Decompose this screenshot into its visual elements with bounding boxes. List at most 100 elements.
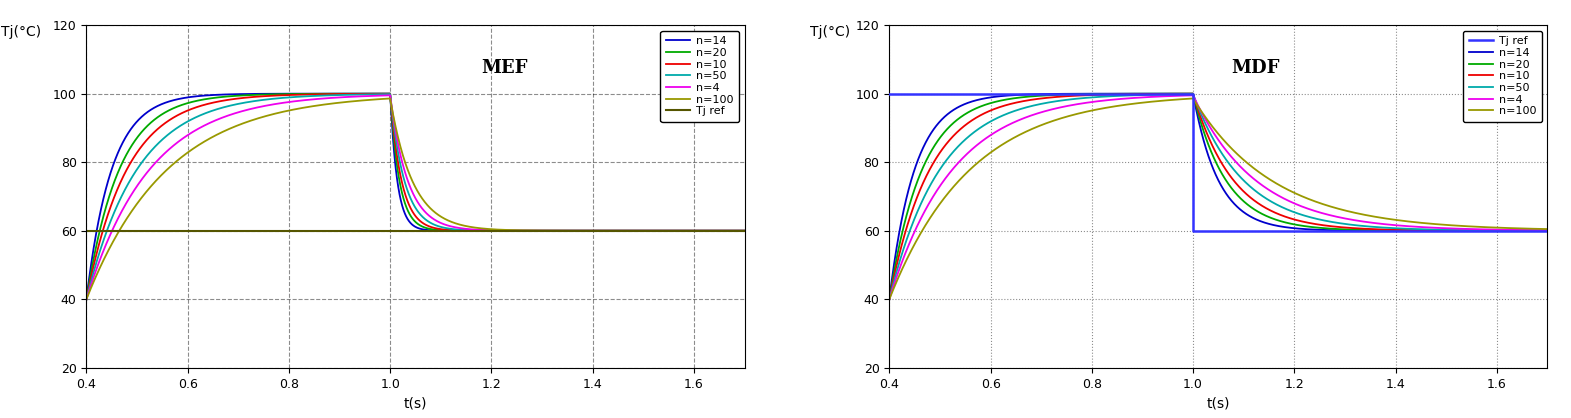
- n=4: [1161, 94, 1180, 99]
- n=20: [880, 297, 899, 302]
- n=50: [192, 113, 211, 118]
- Line: n=14: n=14: [889, 94, 1547, 299]
- Tj ref: [1183, 91, 1202, 96]
- n=10: [1183, 91, 1202, 96]
- n=10: [152, 123, 171, 128]
- n=14: [380, 91, 399, 96]
- n=50: [1455, 227, 1474, 232]
- n=10: [735, 228, 754, 233]
- n=14: [1455, 228, 1474, 233]
- n=50: [880, 297, 899, 302]
- n=20: [723, 228, 742, 233]
- n=50: [1183, 92, 1202, 97]
- n=10: [994, 103, 1013, 108]
- n=4: [880, 297, 899, 302]
- n=50: [652, 228, 671, 233]
- n=100: [1455, 224, 1474, 229]
- n=4: [1183, 93, 1202, 98]
- n=20: [1161, 91, 1180, 96]
- Y-axis label: Tj(°C): Tj(°C): [0, 25, 41, 39]
- Y-axis label: Tj(°C): Tj(°C): [811, 25, 850, 39]
- n=50: [330, 92, 349, 97]
- n=100: [152, 173, 171, 178]
- n=20: [77, 297, 96, 302]
- Line: n=20: n=20: [86, 94, 745, 299]
- n=14: [994, 93, 1013, 98]
- n=20: [380, 91, 399, 96]
- n=10: [192, 103, 211, 108]
- Line: n=10: n=10: [889, 94, 1547, 299]
- n=14: [723, 228, 742, 233]
- n=4: [1455, 227, 1474, 232]
- n=50: [380, 92, 399, 97]
- X-axis label: t(s): t(s): [404, 396, 427, 410]
- n=14: [735, 228, 754, 233]
- n=20: [1455, 228, 1474, 233]
- n=50: [1525, 228, 1544, 233]
- n=20: [152, 112, 171, 117]
- n=10: [723, 228, 742, 233]
- n=100: [380, 96, 399, 101]
- Line: n=100: n=100: [889, 99, 1547, 299]
- n=4: [1538, 228, 1557, 233]
- n=50: [735, 228, 754, 233]
- n=4: [735, 228, 754, 233]
- n=100: [1525, 226, 1544, 231]
- n=100: [1133, 100, 1152, 105]
- n=100: [955, 173, 974, 178]
- n=14: [358, 91, 377, 96]
- n=50: [994, 113, 1013, 118]
- n=14: [955, 102, 974, 107]
- n=20: [1538, 228, 1557, 233]
- n=14: [1538, 228, 1557, 233]
- Legend: n=14, n=20, n=10, n=50, n=4, n=100, Tj ref: n=14, n=20, n=10, n=50, n=4, n=100, Tj r…: [660, 31, 738, 122]
- n=10: [652, 228, 671, 233]
- n=4: [380, 93, 399, 98]
- n=100: [994, 141, 1013, 146]
- n=10: [330, 92, 349, 97]
- n=14: [152, 102, 171, 107]
- n=4: [192, 125, 211, 130]
- n=50: [1161, 92, 1180, 97]
- n=4: [994, 125, 1013, 130]
- n=14: [1161, 91, 1180, 96]
- n=10: [380, 91, 399, 96]
- Line: n=14: n=14: [86, 94, 745, 299]
- n=20: [358, 91, 377, 96]
- n=10: [1133, 92, 1152, 97]
- n=14: [77, 297, 96, 302]
- Line: n=50: n=50: [889, 94, 1547, 299]
- n=10: [1455, 228, 1474, 233]
- Line: n=4: n=4: [889, 95, 1547, 299]
- Line: n=10: n=10: [86, 94, 745, 299]
- Legend: Tj ref, n=14, n=20, n=10, n=50, n=4, n=100: Tj ref, n=14, n=20, n=10, n=50, n=4, n=1…: [1463, 31, 1541, 122]
- Text: MEF: MEF: [481, 59, 528, 77]
- n=10: [358, 91, 377, 96]
- n=4: [358, 94, 377, 99]
- n=20: [1133, 91, 1152, 96]
- Tj ref: [380, 228, 399, 233]
- Tj ref: [1183, 228, 1202, 233]
- n=10: [1525, 228, 1544, 233]
- n=20: [955, 112, 974, 117]
- n=14: [330, 91, 349, 96]
- n=100: [77, 297, 96, 302]
- n=50: [955, 138, 974, 143]
- Line: n=100: n=100: [86, 99, 745, 299]
- Line: n=50: n=50: [86, 94, 745, 299]
- n=10: [880, 297, 899, 302]
- n=4: [723, 228, 742, 233]
- n=10: [955, 123, 974, 128]
- n=14: [1183, 91, 1202, 96]
- n=4: [1133, 95, 1152, 100]
- n=100: [652, 228, 671, 233]
- n=100: [880, 297, 899, 302]
- n=10: [1538, 228, 1557, 233]
- n=100: [735, 228, 754, 233]
- n=20: [330, 91, 349, 96]
- n=14: [1525, 228, 1544, 233]
- n=50: [77, 297, 96, 302]
- Tj ref: [1538, 228, 1557, 233]
- n=14: [192, 93, 211, 98]
- n=100: [1183, 96, 1202, 101]
